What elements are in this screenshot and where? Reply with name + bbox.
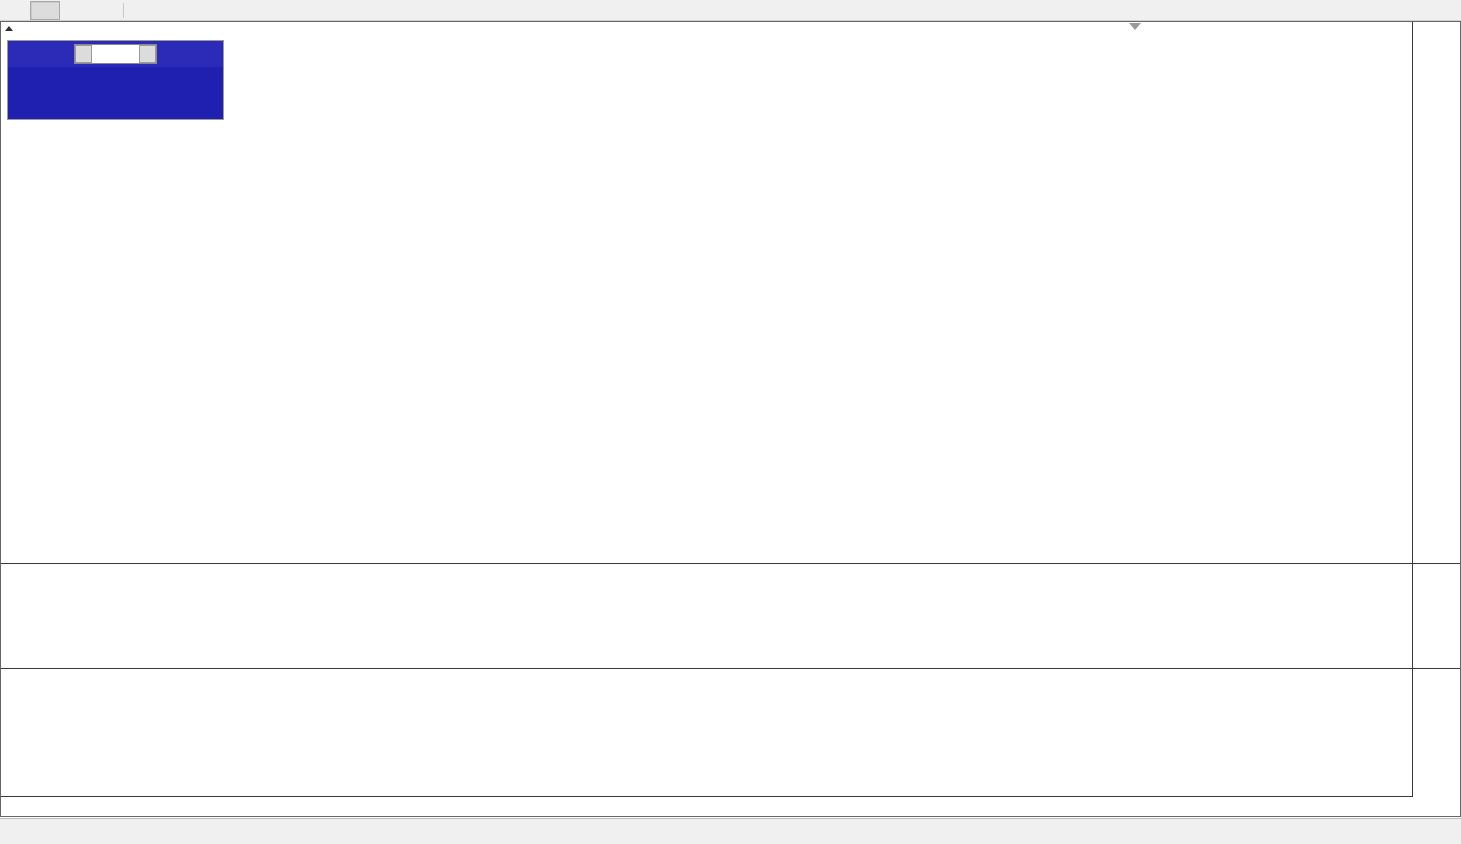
- chart-window: [0, 21, 1461, 817]
- volume-decrement-icon[interactable]: [75, 45, 92, 63]
- timeframe-d1[interactable]: [30, 0, 60, 20]
- macd-plot: [1, 564, 1413, 668]
- price-scale[interactable]: [1412, 22, 1460, 563]
- toolbar-divider: [123, 2, 124, 18]
- collapse-triangle-icon[interactable]: [5, 26, 13, 31]
- timeframe-h4[interactable]: [0, 1, 30, 20]
- rsi-pane[interactable]: [1, 668, 1460, 796]
- sell-button[interactable]: [10, 67, 114, 117]
- volume-increment-icon[interactable]: [139, 45, 156, 63]
- volume-stepper[interactable]: [74, 44, 157, 64]
- macd-scale[interactable]: [1412, 564, 1460, 668]
- timeframe-w1[interactable]: [60, 1, 90, 20]
- buy-button[interactable]: [117, 67, 221, 117]
- timeframe-mn[interactable]: [90, 1, 120, 20]
- chart-top-marker-icon: [1129, 23, 1141, 30]
- time-axis: [1, 796, 1413, 813]
- buy-label: [159, 43, 221, 65]
- volume-input[interactable]: [92, 45, 139, 63]
- macd-pane[interactable]: [1, 563, 1460, 668]
- timeframe-toolbar: [0, 0, 1461, 21]
- one-click-trade-panel: [7, 40, 224, 120]
- chart-title-bar: [1, 22, 19, 35]
- trade-panel-header: [8, 41, 223, 67]
- sell-label: [10, 43, 72, 65]
- price-pane[interactable]: [1, 22, 1460, 563]
- trade-panel-quotes: [8, 67, 223, 119]
- chart-tabbar: [0, 818, 1461, 844]
- rsi-scale[interactable]: [1412, 669, 1460, 796]
- rsi-plot: [1, 669, 1413, 796]
